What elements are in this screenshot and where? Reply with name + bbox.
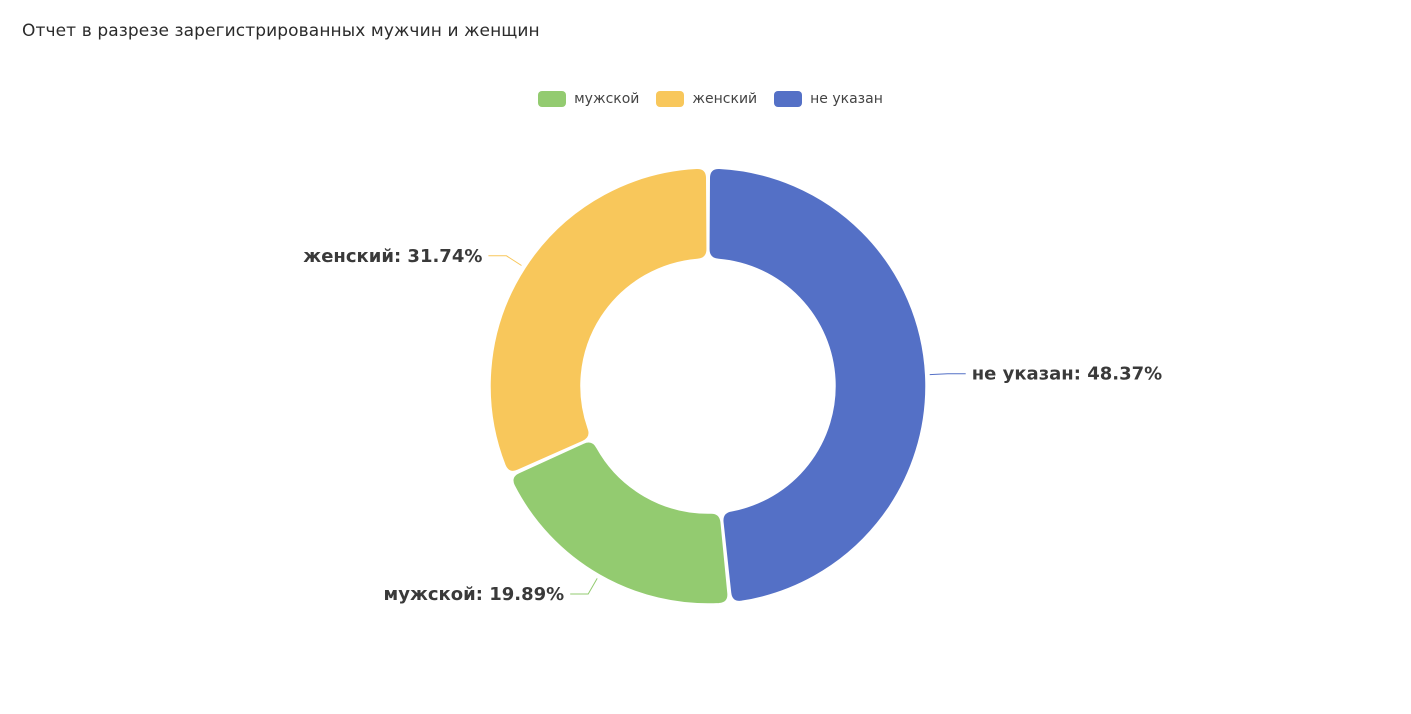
slice-label-female: женский: 31.74%	[303, 246, 482, 267]
legend-label-unspecified: не указан	[810, 91, 883, 107]
legend-item-female[interactable]: женский	[656, 91, 757, 107]
leader-line-male	[570, 578, 598, 595]
donut-slice-female[interactable]	[489, 167, 708, 473]
legend-swatch-unspecified	[774, 91, 803, 107]
legend-swatch-male	[538, 91, 567, 107]
legend-label-male: мужской	[574, 91, 640, 107]
donut-slice-unspecified[interactable]	[708, 167, 927, 603]
chart-legend: мужской женский не указан	[0, 91, 1411, 107]
legend-label-female: женский	[692, 91, 758, 107]
leader-line-female	[488, 255, 522, 266]
donut-slice-male[interactable]	[512, 441, 729, 605]
legend-item-unspecified[interactable]: не указан	[774, 91, 883, 107]
slice-label-male: мужской: 19.89%	[384, 584, 565, 605]
page-title: Отчет в разрезе зарегистрированных мужчи…	[22, 21, 540, 41]
slice-label-unspecified: не указан: 48.37%	[972, 364, 1162, 385]
legend-item-male[interactable]: мужской	[538, 91, 639, 107]
leader-line-unspecified	[929, 373, 966, 376]
legend-swatch-female	[656, 91, 685, 107]
